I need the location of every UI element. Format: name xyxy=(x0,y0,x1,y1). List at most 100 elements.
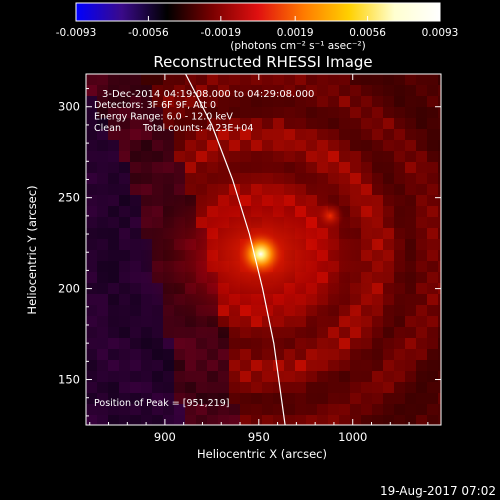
heatmap-cell xyxy=(295,404,306,415)
heatmap-cell xyxy=(416,261,427,272)
heatmap-cell xyxy=(86,294,97,305)
heatmap-cell xyxy=(130,107,141,118)
heatmap-cell xyxy=(174,349,185,360)
heatmap-cell xyxy=(438,129,441,140)
colorbar-tick-label: 0.0093 xyxy=(422,27,459,39)
heatmap-cell xyxy=(405,184,416,195)
heatmap-cell xyxy=(251,107,262,118)
heatmap-cell xyxy=(97,217,108,228)
heatmap-cell xyxy=(130,261,141,272)
heatmap-cell xyxy=(350,173,361,184)
colorbar-bar xyxy=(75,2,441,22)
heatmap-cell xyxy=(141,371,152,382)
heatmap-cell xyxy=(196,404,207,415)
heatmap-cell xyxy=(86,118,97,129)
heatmap-cell xyxy=(427,162,438,173)
heatmap-cell xyxy=(108,74,119,85)
heatmap-cell xyxy=(141,217,152,228)
heatmap-cell xyxy=(251,74,262,85)
heatmap-cell xyxy=(262,140,273,151)
heatmap-cell xyxy=(427,184,438,195)
heatmap-cell xyxy=(240,118,251,129)
heatmap-cell xyxy=(317,129,328,140)
heatmap-cell xyxy=(196,371,207,382)
heatmap-cell xyxy=(328,393,339,404)
heatmap-cell xyxy=(383,250,394,261)
heatmap-cell xyxy=(119,349,130,360)
heatmap-cell xyxy=(97,327,108,338)
heatmap-cell xyxy=(350,74,361,85)
heatmap-cell xyxy=(295,393,306,404)
heatmap-cell xyxy=(438,371,441,382)
heatmap-cell xyxy=(130,382,141,393)
heatmap-cell xyxy=(273,151,284,162)
heatmap-cell xyxy=(251,140,262,151)
heatmap-cell xyxy=(295,74,306,85)
heatmap-cell xyxy=(251,118,262,129)
heatmap-cell xyxy=(251,371,262,382)
heatmap-cell xyxy=(295,371,306,382)
heatmap-cell xyxy=(108,371,119,382)
colorbar-tick-label: -0.0056 xyxy=(128,27,169,39)
heatmap-cell xyxy=(328,415,339,425)
heatmap-cell xyxy=(108,184,119,195)
heatmap-cell xyxy=(130,404,141,415)
heatmap-cell xyxy=(97,393,108,404)
heatmap-cell xyxy=(130,195,141,206)
heatmap-cell xyxy=(108,129,119,140)
heatmap-cell xyxy=(427,283,438,294)
heatmap-cell xyxy=(119,217,130,228)
heatmap-cell xyxy=(97,107,108,118)
heatmap-cell xyxy=(229,118,240,129)
heatmap-cell xyxy=(86,250,97,261)
heatmap-cell xyxy=(108,151,119,162)
heatmap-cell xyxy=(108,162,119,173)
heatmap-cell xyxy=(196,151,207,162)
heatmap-cell xyxy=(207,151,218,162)
heatmap-cell xyxy=(284,107,295,118)
colorbar: -0.0093 -0.0056 -0.0019 0.0019 0.0056 0.0093 … xyxy=(56,2,459,52)
heatmap-cell xyxy=(108,140,119,151)
heatmap-cell xyxy=(130,415,141,425)
heatmap-cell xyxy=(372,316,383,327)
chart-title: Reconstructed RHESSI Image xyxy=(153,53,372,71)
heatmap-cell xyxy=(295,382,306,393)
heatmap-cell xyxy=(108,250,119,261)
heatmap-cell xyxy=(174,371,185,382)
heatmap-cell xyxy=(141,404,152,415)
heatmap-cell xyxy=(97,140,108,151)
heatmap-cell xyxy=(174,173,185,184)
heatmap-cell xyxy=(306,338,317,349)
heatmap-cell xyxy=(416,305,427,316)
heatmap-cell xyxy=(262,415,273,425)
heatmap-cell xyxy=(438,96,441,107)
heatmap-cell xyxy=(251,129,262,140)
heatmap-cell xyxy=(262,129,273,140)
heatmap-cell xyxy=(218,140,229,151)
heatmap-cell xyxy=(119,316,130,327)
heatmap-cell xyxy=(405,107,416,118)
heatmap-cell xyxy=(416,360,427,371)
heatmap-cell xyxy=(438,316,441,327)
heatmap-cell xyxy=(328,360,339,371)
heatmap-cell xyxy=(152,96,163,107)
heatmap-cell xyxy=(163,85,174,96)
heatmap-cell xyxy=(383,393,394,404)
heatmap-cell xyxy=(405,360,416,371)
heatmap-cell xyxy=(86,327,97,338)
detectors-label: Detectors: 3F 6F 9F, Att 0 xyxy=(94,100,216,111)
heatmap-cell xyxy=(119,360,130,371)
heatmap-cell xyxy=(130,74,141,85)
heatmap-cell xyxy=(119,129,130,140)
heatmap-cell xyxy=(339,360,350,371)
heatmap-cell xyxy=(372,327,383,338)
heatmap-cell xyxy=(350,404,361,415)
heatmap-cell xyxy=(97,151,108,162)
heatmap-cell xyxy=(394,360,405,371)
heatmap-cell xyxy=(438,195,441,206)
heatmap-cell xyxy=(295,415,306,425)
heatmap-cell xyxy=(273,129,284,140)
x-axis-title: Heliocentric X (arcsec) xyxy=(197,447,327,461)
colorbar-tick-label: -0.0093 xyxy=(56,27,97,39)
heatmap-cell xyxy=(306,107,317,118)
